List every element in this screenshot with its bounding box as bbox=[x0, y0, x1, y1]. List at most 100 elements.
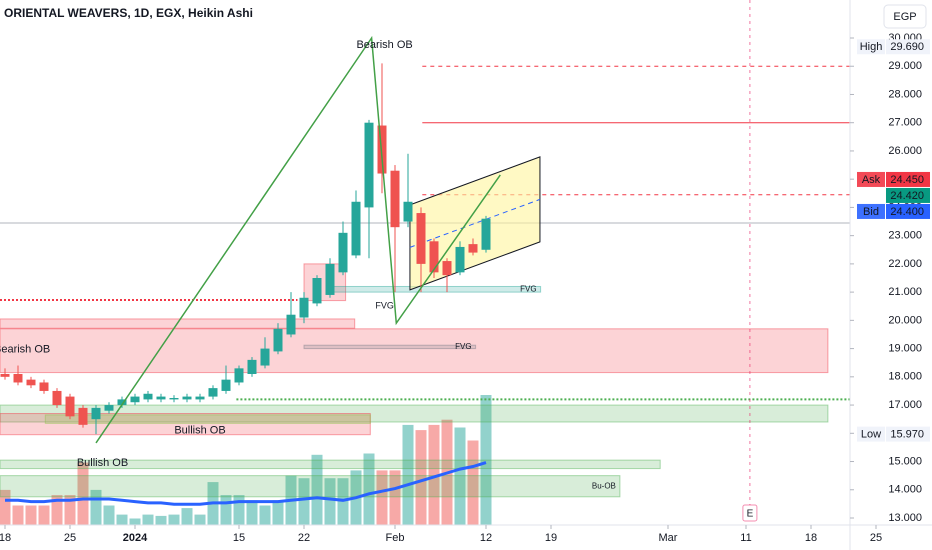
candle-body bbox=[208, 388, 218, 397]
badge-label: Ask bbox=[862, 174, 881, 186]
volume-bar bbox=[324, 478, 336, 525]
candle-body bbox=[169, 398, 179, 400]
candle-body bbox=[0, 374, 10, 377]
candle-body bbox=[130, 396, 140, 403]
zone bbox=[329, 285, 542, 293]
badge-label-box bbox=[857, 426, 885, 442]
x-tick-label: 18 bbox=[0, 532, 11, 544]
x-tick-label: 15 bbox=[233, 532, 245, 544]
volume-bar bbox=[116, 514, 128, 525]
candle-body bbox=[52, 390, 62, 406]
volume-ma-line bbox=[4, 461, 487, 506]
currency-button[interactable] bbox=[883, 4, 927, 29]
badge-value-box bbox=[886, 203, 930, 219]
candle-body bbox=[39, 382, 49, 391]
candle-body bbox=[351, 201, 361, 256]
candle-body bbox=[390, 170, 400, 228]
candle-body bbox=[117, 399, 127, 406]
volume-bar bbox=[168, 514, 180, 525]
badge-label: Low bbox=[861, 429, 881, 441]
zone bbox=[0, 404, 829, 423]
candle-body bbox=[104, 405, 114, 411]
candle-body bbox=[247, 359, 257, 374]
candle-body bbox=[234, 368, 244, 383]
volume-bar bbox=[103, 505, 115, 525]
volume-bar bbox=[246, 500, 258, 525]
zigzag-line bbox=[95, 35, 501, 444]
volume-bar bbox=[181, 508, 193, 525]
volume-bar bbox=[467, 440, 479, 525]
volume-bar bbox=[259, 505, 271, 525]
candle-body bbox=[221, 379, 231, 391]
candle-body bbox=[195, 396, 205, 400]
badge-label-box bbox=[857, 203, 885, 219]
x-tick-label: 11 bbox=[740, 532, 751, 544]
badge-label-box bbox=[857, 171, 885, 187]
candle-body bbox=[182, 396, 192, 400]
y-tick-label: 29.000 bbox=[888, 60, 922, 72]
annotation: Bearish OB bbox=[356, 39, 412, 51]
volume-bar bbox=[90, 489, 102, 525]
badge-value-box bbox=[886, 426, 930, 442]
zone bbox=[0, 328, 829, 374]
candle-body bbox=[273, 328, 283, 352]
candle-body bbox=[299, 297, 309, 318]
chart-title: ORIENTAL WEAVERS, 1D, EGX, Heikin Ashi bbox=[4, 6, 253, 20]
badge-value: 24.420 bbox=[890, 190, 924, 202]
zone-label: FVG bbox=[455, 342, 471, 351]
candle-body bbox=[325, 263, 335, 295]
badge-value: 15.970 bbox=[890, 429, 924, 441]
volume-bar bbox=[129, 518, 141, 525]
candle-body bbox=[338, 232, 348, 273]
candle-body bbox=[260, 348, 270, 366]
x-tick-label: Mar bbox=[659, 532, 678, 544]
zone bbox=[303, 344, 477, 350]
volume-bar bbox=[25, 505, 37, 525]
y-tick-label: 19.000 bbox=[888, 342, 922, 354]
plot-area: Bearish OB Bu-OB FVG FVG E Bearish OB Bullish … bbox=[0, 0, 850, 525]
badge-label: High bbox=[860, 41, 883, 53]
badge-label: Bid bbox=[863, 206, 879, 218]
y-tick-label: 27.000 bbox=[888, 117, 922, 129]
candle-body bbox=[481, 218, 491, 250]
zone-label: Bu-OB bbox=[592, 481, 616, 490]
y-tick-label: 13.000 bbox=[888, 512, 922, 524]
volume-bar bbox=[389, 470, 401, 525]
candle-body bbox=[416, 213, 426, 264]
currency-label[interactable]: EGP bbox=[893, 11, 916, 23]
y-tick-label: 17.000 bbox=[888, 399, 922, 411]
volume-bar bbox=[402, 424, 414, 525]
badge-value-box bbox=[886, 187, 930, 203]
candle-body bbox=[143, 393, 153, 400]
volume-bar bbox=[428, 424, 440, 525]
candle-body bbox=[286, 314, 296, 335]
x-tick-label: 25 bbox=[870, 532, 882, 544]
badge-value: 29.690 bbox=[890, 41, 924, 53]
candle-body bbox=[78, 407, 88, 425]
y-tick-label: 20.000 bbox=[888, 314, 922, 326]
candle-body bbox=[429, 241, 439, 273]
candle-body bbox=[26, 379, 36, 386]
zone-label: FVG bbox=[520, 284, 536, 293]
volume-bar bbox=[194, 514, 206, 525]
candle-body bbox=[91, 407, 101, 420]
volume-bar bbox=[480, 395, 492, 525]
zone-label: Bearish OB bbox=[0, 344, 50, 356]
candle-body bbox=[65, 396, 75, 417]
y-tick-label: 28.000 bbox=[888, 88, 922, 100]
x-tick-label: 19 bbox=[545, 532, 557, 544]
volume-bar bbox=[272, 500, 284, 525]
candle-body bbox=[455, 246, 465, 273]
volume-bar bbox=[0, 489, 11, 525]
y-tick-label: 23.000 bbox=[888, 230, 922, 242]
badge-value-box bbox=[886, 171, 930, 187]
badge-value: 24.400 bbox=[890, 206, 924, 218]
volume-bar bbox=[220, 495, 232, 525]
volume-bar bbox=[155, 515, 167, 525]
candle-body bbox=[13, 374, 23, 383]
event-label: E bbox=[747, 509, 754, 520]
annotation: FVG bbox=[375, 301, 394, 311]
zone bbox=[0, 475, 621, 498]
